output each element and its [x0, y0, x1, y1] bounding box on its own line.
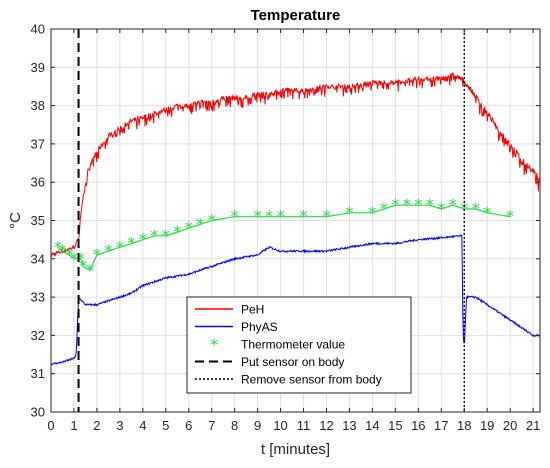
x-tick-label: 6	[185, 418, 192, 433]
y-tick-label: 37	[31, 136, 45, 151]
tick-marks	[50, 28, 540, 413]
data-point: *	[277, 207, 285, 226]
y-tick-label: 40	[31, 22, 45, 37]
data-point: *	[70, 249, 78, 268]
data-point: *	[460, 199, 468, 218]
data-point: *	[472, 199, 480, 218]
series-line	[50, 72, 541, 259]
y-axis-label: °C	[7, 212, 24, 229]
legend-label: Remove sensor from body	[241, 373, 382, 387]
x-tick-label: 14	[365, 418, 379, 433]
legend-label: PhyAS	[241, 320, 278, 334]
data-point: *	[403, 195, 411, 214]
y-tick-label: 38	[31, 98, 45, 113]
legend-label: PeH	[241, 303, 264, 317]
x-tick-label: 9	[254, 418, 261, 433]
x-tick-label: 11	[297, 418, 311, 433]
data-point: *	[104, 241, 112, 260]
x-tick-label: 2	[93, 418, 100, 433]
data-point: *	[368, 203, 376, 222]
y-tick-label: 35	[31, 213, 45, 228]
series-thermometer-value: ******** * * * * * * * * * * * * * * * * * * * * * * * * * * * * *	[54, 195, 514, 279]
x-tick-label: 4	[139, 418, 146, 433]
data-point: *	[86, 260, 94, 279]
data-point: *	[185, 218, 193, 237]
data-point: *	[58, 241, 66, 260]
data-point: *	[77, 249, 85, 268]
legend-label: Thermometer value	[241, 338, 345, 352]
y-tick-label: 33	[31, 290, 45, 305]
x-tick-label: 3	[116, 418, 123, 433]
data-point: *	[208, 211, 216, 230]
x-tick-label: 19	[480, 418, 494, 433]
data-series-layer: ******** * * * * * * * * * * * * * * * * * * * * * * * * * * * * *	[50, 29, 541, 412]
data-point: *	[322, 207, 330, 226]
legend-label: Put sensor on body	[241, 355, 344, 369]
x-tick-label: 1	[70, 418, 77, 433]
data-point: *	[506, 207, 514, 226]
data-point: *	[254, 207, 262, 226]
data-point: *	[79, 256, 87, 275]
data-point: *	[380, 199, 388, 218]
y-tick-label: 39	[31, 60, 45, 75]
data-point: *	[65, 245, 73, 264]
legend: PeH PhyAS * Thermometer value Put sensor on …	[186, 296, 412, 394]
data-point: *	[300, 207, 308, 226]
x-tick-label: 0	[47, 418, 54, 433]
data-point: *	[162, 226, 170, 245]
series-peh	[50, 72, 541, 259]
series-phyas	[50, 234, 541, 366]
data-point: *	[127, 233, 135, 252]
legend-marker: *	[210, 335, 218, 354]
y-tick-labels: 30 31 32 33 34 35 36 37 38 39 40	[31, 22, 45, 420]
x-tick-label: 8	[231, 418, 238, 433]
data-point: *	[139, 230, 147, 249]
x-tick-label: 13	[342, 418, 356, 433]
y-tick-label: 32	[31, 328, 45, 343]
x-tick-label: 15	[388, 418, 402, 433]
data-point: *	[391, 195, 399, 214]
x-tick-label: 20	[503, 418, 517, 433]
x-axis-label: t [minutes]	[261, 441, 330, 458]
x-tick-label: 12	[319, 418, 333, 433]
x-tick-labels: 0 1 2 3 4 5 6 7 8 9 10 11 12 13 14 15 16 17 18 19 20 21	[47, 418, 540, 433]
data-point: *	[414, 195, 422, 214]
legend-box	[186, 296, 412, 394]
x-tick-label: 21	[526, 418, 540, 433]
y-tick-label: 30	[31, 405, 45, 420]
data-point: *	[116, 237, 124, 256]
data-point: *	[265, 207, 273, 226]
data-point: *	[231, 207, 239, 226]
data-point: *	[449, 195, 457, 214]
y-tick-label: 36	[31, 175, 45, 190]
data-point: *	[437, 199, 445, 218]
series-line	[57, 204, 511, 272]
y-tick-label: 31	[31, 366, 45, 381]
data-point: *	[93, 245, 101, 264]
data-point: *	[345, 203, 353, 222]
x-tick-label: 5	[162, 418, 169, 433]
data-point: *	[54, 237, 62, 256]
x-tick-label: 10	[273, 418, 287, 433]
data-point: *	[196, 214, 204, 233]
x-tick-label: 17	[434, 418, 448, 433]
data-point: *	[483, 203, 491, 222]
chart-title: Temperature	[251, 7, 341, 24]
data-point: *	[173, 222, 181, 241]
x-tick-label: 16	[411, 418, 425, 433]
y-tick-label: 34	[31, 251, 45, 266]
x-tick-label: 18	[457, 418, 471, 433]
data-point: *	[150, 226, 158, 245]
series-line	[50, 234, 541, 366]
x-tick-label: 7	[208, 418, 215, 433]
data-point: *	[426, 195, 434, 214]
